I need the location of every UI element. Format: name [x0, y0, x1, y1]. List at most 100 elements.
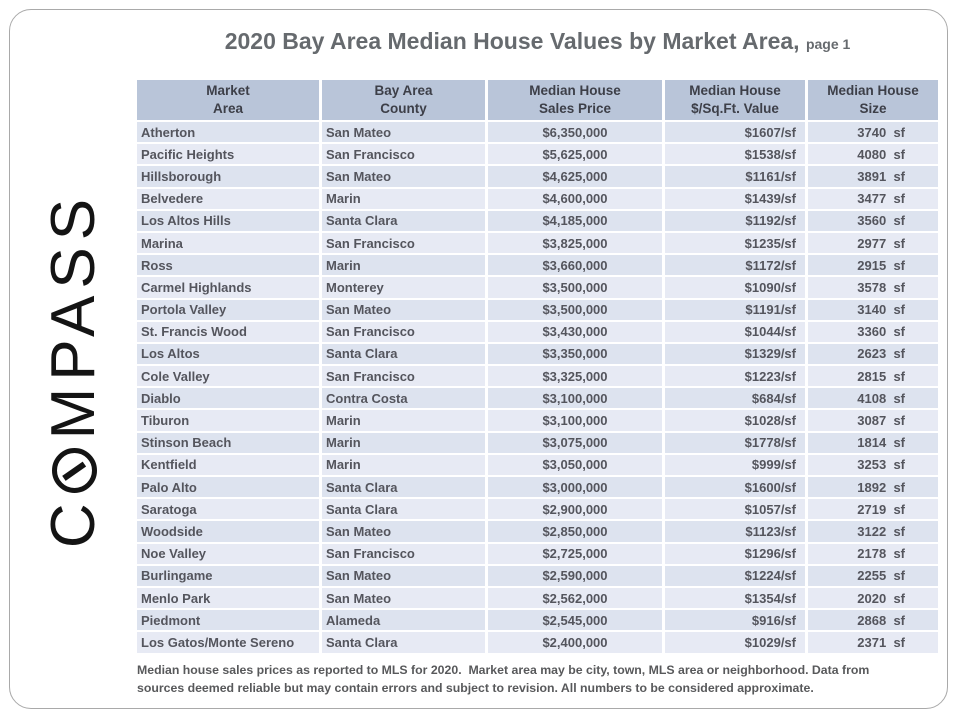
cell-county: San Francisco [322, 321, 488, 342]
table-row: Pacific Heights San Francisco $5,625,000 $1… [137, 144, 938, 165]
cell-sales-price: $3,350,000 [488, 343, 665, 365]
page-title-main: 2020 Bay Area Median House Values by Mar… [224, 28, 800, 54]
cell-size: 1814 sf [808, 432, 938, 453]
cell-county: Santa Clara [322, 632, 488, 653]
cell-county: San Mateo [322, 565, 488, 586]
table-row: Portola Valley San Mateo $3,500,000 $1191/s… [137, 299, 938, 320]
table-row: Cole Valley San Francisco $3,325,000 $1223/… [137, 366, 938, 387]
footnote: Median house sales prices as reported to… [137, 663, 870, 696]
table-row: Los Gatos/Monte Sereno Santa Clara $2,400,… [137, 632, 938, 653]
cell-price-per-sqft: $1223/sf [665, 366, 808, 387]
cell-price-per-sqft: $1028/sf [665, 410, 808, 431]
cell-market-area: Portola Valley [137, 299, 322, 320]
cell-sales-price: $3,500,000 [488, 277, 665, 298]
cell-sales-price: $2,400,000 [488, 632, 665, 653]
header-market-area: Market Area [137, 80, 322, 120]
cell-size: 3477 sf [808, 188, 938, 209]
cell-market-area: Cole Valley [137, 366, 322, 387]
table-body: Atherton San Mateo $6,350,000 $1607/sf 3740 … [137, 122, 938, 653]
cell-sales-price: $3,325,000 [488, 366, 665, 387]
page-number-label: page 1 [805, 36, 851, 52]
cell-price-per-sqft: $1161/sf [665, 166, 808, 187]
cell-price-per-sqft: $1778/sf [665, 432, 808, 453]
cell-sales-price: $2,725,000 [488, 543, 665, 564]
cell-size: 2020 sf [808, 587, 938, 609]
cell-county: San Francisco [322, 543, 488, 564]
cell-sales-price: $5,625,000 [488, 144, 665, 165]
cell-size: 2815 sf [808, 366, 938, 387]
cell-county: Santa Clara [322, 499, 488, 520]
cell-size: 3253 sf [808, 454, 938, 475]
cell-sales-price: $3,050,000 [488, 454, 665, 475]
cell-price-per-sqft: $1600/sf [665, 477, 808, 498]
cell-size: 3122 sf [808, 521, 938, 542]
compass-needle [62, 461, 86, 481]
page-title: 2020 Bay Area Median House Values by Mar… [137, 28, 938, 55]
table-row: Burlingame San Mateo $2,590,000 $1224/sf 225… [137, 565, 938, 586]
cell-county: San Mateo [322, 122, 488, 143]
compass-o-needle-icon [51, 448, 97, 494]
cell-sales-price: $2,850,000 [488, 521, 665, 542]
cell-market-area: Tiburon [137, 410, 322, 431]
cell-sales-price: $2,562,000 [488, 587, 665, 609]
cell-sales-price: $2,590,000 [488, 565, 665, 586]
cell-sales-price: $2,545,000 [488, 610, 665, 631]
table-row: Menlo Park San Mateo $2,562,000 $1354/sf 202… [137, 587, 938, 609]
cell-price-per-sqft: $1172/sf [665, 255, 808, 276]
cell-market-area: Los Altos Hills [137, 210, 322, 231]
cell-county: San Mateo [322, 587, 488, 609]
cell-price-per-sqft: $684/sf [665, 388, 808, 409]
cell-market-area: Los Gatos/Monte Sereno [137, 632, 322, 653]
table-row: Kentfield Marin $3,050,000 $999/sf 3253 sf [137, 454, 938, 475]
table-row: St. Francis Wood San Francisco $3,430,000 $… [137, 321, 938, 342]
cell-market-area: Palo Alto [137, 477, 322, 498]
cell-market-area: Marina [137, 232, 322, 254]
table-row: Palo Alto Santa Clara $3,000,000 $1600/sf 18… [137, 477, 938, 498]
cell-county: Contra Costa [322, 388, 488, 409]
cell-size: 3140 sf [808, 299, 938, 320]
cell-size: 3740 sf [808, 122, 938, 143]
cell-market-area: Pacific Heights [137, 144, 322, 165]
cell-price-per-sqft: $1224/sf [665, 565, 808, 586]
cell-county: San Francisco [322, 232, 488, 254]
cell-price-per-sqft: $1607/sf [665, 122, 808, 143]
cell-size: 2915 sf [808, 255, 938, 276]
cell-sales-price: $4,600,000 [488, 188, 665, 209]
cell-price-per-sqft: $1354/sf [665, 587, 808, 609]
cell-county: Alameda [322, 610, 488, 631]
cell-price-per-sqft: $1123/sf [665, 521, 808, 542]
table-row: Tiburon Marin $3,100,000 $1028/sf 3087 sf [137, 410, 938, 431]
cell-sales-price: $3,825,000 [488, 232, 665, 254]
cell-sales-price: $4,185,000 [488, 210, 665, 231]
cell-price-per-sqft: $1439/sf [665, 188, 808, 209]
cell-county: Santa Clara [322, 343, 488, 365]
logo-letters-mpass: MPASS [39, 191, 108, 440]
cell-county: San Francisco [322, 366, 488, 387]
cell-county: Marin [322, 188, 488, 209]
cell-sales-price: $3,430,000 [488, 321, 665, 342]
table-row: Piedmont Alameda $2,545,000 $916/sf 2868 sf [137, 610, 938, 631]
table-row: Atherton San Mateo $6,350,000 $1607/sf 3740 … [137, 122, 938, 143]
cell-market-area: Belvedere [137, 188, 322, 209]
cell-sales-price: $2,900,000 [488, 499, 665, 520]
table-row: Saratoga Santa Clara $2,900,000 $1057/sf 271… [137, 499, 938, 520]
cell-price-per-sqft: $916/sf [665, 610, 808, 631]
cell-market-area: Saratoga [137, 499, 322, 520]
cell-size: 2977 sf [808, 232, 938, 254]
table-row: Los Altos Santa Clara $3,350,000 $1329/sf 26… [137, 343, 938, 365]
cell-market-area: Noe Valley [137, 543, 322, 564]
cell-county: Marin [322, 432, 488, 453]
cell-county: San Mateo [322, 299, 488, 320]
cell-market-area: St. Francis Wood [137, 321, 322, 342]
cell-size: 3087 sf [808, 410, 938, 431]
cell-price-per-sqft: $1090/sf [665, 277, 808, 298]
cell-size: 2868 sf [808, 610, 938, 631]
cell-sales-price: $3,075,000 [488, 432, 665, 453]
cell-market-area: Atherton [137, 122, 322, 143]
cell-size: 3578 sf [808, 277, 938, 298]
cell-size: 3360 sf [808, 321, 938, 342]
table-row: Ross Marin $3,660,000 $1172/sf 2915 sf [137, 255, 938, 276]
table-header-row: Market Area Bay Area County Median House… [137, 80, 938, 120]
cell-price-per-sqft: $1191/sf [665, 299, 808, 320]
cell-sales-price: $3,000,000 [488, 477, 665, 498]
